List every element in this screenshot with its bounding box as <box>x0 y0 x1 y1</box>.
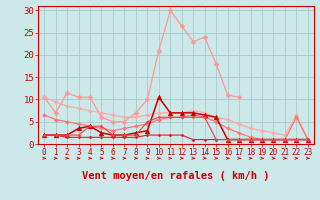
X-axis label: Vent moyen/en rafales ( km/h ): Vent moyen/en rafales ( km/h ) <box>82 171 270 181</box>
